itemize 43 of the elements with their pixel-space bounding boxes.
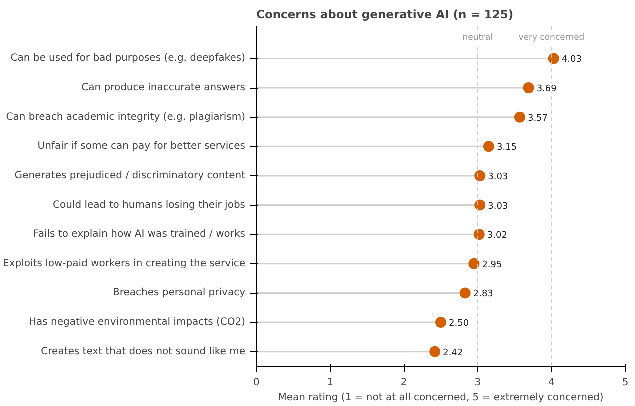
x-tick-label: 2 xyxy=(400,378,408,388)
data-label: 3.57 xyxy=(528,114,548,124)
data-label: 4.03 xyxy=(562,55,582,66)
data-label: 3.69 xyxy=(536,84,558,95)
point xyxy=(548,53,560,64)
x-tick-label: 5 xyxy=(622,378,629,388)
data-label: 2.42 xyxy=(443,348,464,358)
y-tick-label: Could lead to humans losing their jobs xyxy=(53,200,246,211)
x-tick-label: 4 xyxy=(548,378,555,388)
x-tick-label: 0 xyxy=(253,378,260,388)
point xyxy=(474,170,486,182)
data-label: 3.02 xyxy=(487,231,508,242)
data-label: 2.50 xyxy=(449,319,470,330)
y-tick-label: Fails to explain how AI was trained / works xyxy=(34,229,246,240)
y-tick-label: Generates prejudiced / discriminatory content xyxy=(14,170,246,182)
point xyxy=(474,200,486,211)
y-tick-label: Breaches personal privacy xyxy=(113,288,246,299)
point xyxy=(483,141,494,152)
y-tick-label: Creates text that does not sound like me xyxy=(41,346,246,358)
x-tick-label: 1 xyxy=(327,378,334,388)
point xyxy=(430,346,441,358)
y-tick-label: Has negative environmental impacts (CO2) xyxy=(28,317,246,328)
data-label: 2.83 xyxy=(473,290,494,300)
point xyxy=(436,317,446,328)
point xyxy=(468,258,480,270)
y-tick-label: Can produce inaccurate answers xyxy=(82,82,246,94)
y-tick-label: Exploits low-paid workers in creating the service xyxy=(3,258,246,270)
data-label: 2.95 xyxy=(482,260,502,270)
y-tick-label: Can breach academic integrity (e.g. plagiarism) xyxy=(6,112,246,123)
point xyxy=(523,82,534,94)
point xyxy=(474,229,485,240)
x-tick-label: 3 xyxy=(474,378,482,388)
chart-title: Concerns about generative AI (n = 125) xyxy=(256,8,514,22)
ref-line-label: neutral xyxy=(462,33,494,44)
data-label: 3.15 xyxy=(496,143,518,154)
point xyxy=(514,112,526,123)
y-tick-label: Can be used for bad purposes (e.g. deepfakes) xyxy=(10,53,246,64)
data-label: 3.03 xyxy=(488,172,508,182)
point xyxy=(460,288,471,299)
data-label: 3.03 xyxy=(488,202,508,212)
ref-line-label: very concerned xyxy=(518,33,585,44)
y-tick-label: Unfair if some can pay for better services xyxy=(38,141,246,152)
x-axis-title: Mean rating (1 = not at all concerned, 5 = extremely concerned) xyxy=(278,392,604,404)
